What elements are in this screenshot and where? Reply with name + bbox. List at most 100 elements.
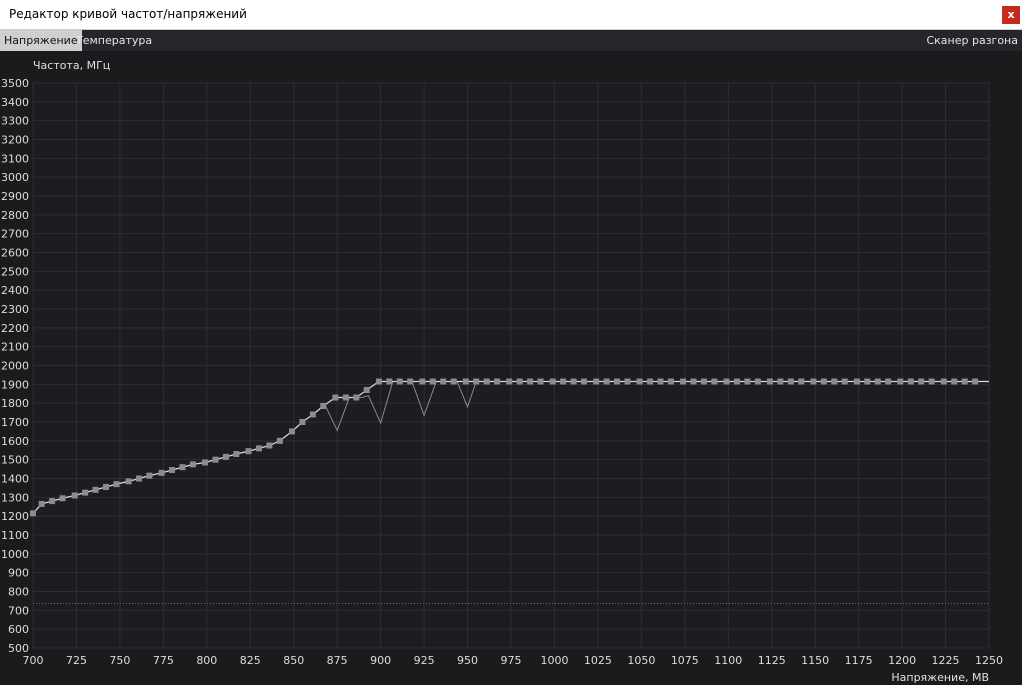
curve-point — [940, 378, 947, 385]
x-axis-title: Напряжение, МВ — [891, 671, 989, 684]
curve-point — [951, 378, 958, 385]
x-tick-label: 1125 — [758, 654, 786, 667]
curve-point — [798, 378, 805, 385]
curve-point — [527, 378, 534, 385]
curve-point — [189, 461, 196, 468]
curve-point — [179, 464, 186, 471]
curve-point — [918, 378, 925, 385]
curve-point — [700, 378, 707, 385]
curve-point — [309, 411, 316, 418]
window-titlebar: Редактор кривой частот/напряжений x — [0, 0, 1022, 30]
y-tick-label: 2600 — [1, 247, 29, 260]
curve-point — [462, 378, 469, 385]
tab-voltage[interactable]: Напряжение — [0, 30, 82, 51]
curve-point — [473, 378, 480, 385]
curve-point — [667, 378, 674, 385]
curve-point — [342, 394, 349, 401]
curve-point — [158, 469, 165, 476]
y-tick-label: 1000 — [1, 548, 29, 561]
x-tick-label: 1175 — [845, 654, 873, 667]
curve-point — [506, 378, 513, 385]
y-tick-label: 1900 — [1, 378, 29, 391]
curve-point — [897, 378, 904, 385]
curve-point — [744, 378, 751, 385]
y-tick-label: 2000 — [1, 360, 29, 373]
x-tick-label: 950 — [457, 654, 478, 667]
curve-point — [874, 378, 881, 385]
curve-point — [549, 378, 556, 385]
curve-point — [777, 378, 784, 385]
curve-point — [907, 378, 914, 385]
curve-point — [59, 495, 66, 502]
curve-point — [603, 378, 610, 385]
y-tick-label: 3000 — [1, 171, 29, 184]
curve-point — [38, 500, 45, 507]
curve-point — [864, 378, 871, 385]
curve-point — [136, 475, 143, 482]
close-button[interactable]: x — [1002, 6, 1020, 24]
curve-point — [560, 378, 567, 385]
x-tick-label: 1025 — [584, 654, 612, 667]
y-tick-label: 3200 — [1, 134, 29, 147]
y-tick-label: 800 — [8, 586, 29, 599]
vf-curve-chart[interactable]: 500 600 700 800 900 1000 1100 1200 1300 1400 1500 1… — [0, 51, 1022, 685]
x-tick-label: 900 — [370, 654, 391, 667]
curve-point — [202, 459, 209, 466]
curve-point — [212, 456, 219, 463]
curve-point — [266, 442, 273, 449]
curve-point — [820, 378, 827, 385]
curve-point — [711, 378, 718, 385]
curve-point — [885, 378, 892, 385]
curve-point — [353, 394, 360, 401]
tab-temperature[interactable]: Температура — [76, 34, 153, 47]
curve-point — [647, 378, 654, 385]
window-title: Редактор кривой частот/напряжений — [9, 7, 247, 21]
x-tick-label: 1200 — [888, 654, 916, 667]
curve-point — [49, 498, 56, 505]
curve-point — [332, 394, 339, 401]
curve-point — [103, 483, 110, 490]
curve-point — [299, 419, 306, 425]
y-tick-label: 1600 — [1, 435, 29, 448]
curve-point — [255, 445, 262, 452]
curve-point — [245, 448, 252, 455]
curve-point — [222, 453, 229, 460]
curve-point — [450, 378, 457, 385]
x-tick-label: 800 — [196, 654, 217, 667]
curve-point — [396, 378, 403, 385]
y-tick-label: 1100 — [1, 529, 29, 542]
curve-point — [723, 378, 730, 385]
curve-point — [680, 378, 687, 385]
curve-point — [928, 378, 935, 385]
curve-point — [169, 467, 176, 474]
curve-point — [386, 378, 393, 385]
curve-point — [570, 378, 577, 385]
curve-point — [71, 492, 78, 499]
x-tick-label: 1075 — [671, 654, 699, 667]
curve-point — [787, 378, 794, 385]
curve-point — [429, 378, 436, 385]
x-tick-label: 1250 — [975, 654, 1003, 667]
y-tick-label: 500 — [8, 642, 29, 655]
curve-point — [624, 378, 631, 385]
curve-point — [494, 378, 501, 385]
curve-point — [853, 378, 860, 385]
x-tick-label: 1050 — [627, 654, 655, 667]
curve-point — [581, 378, 588, 385]
y-tick-label: 2700 — [1, 228, 29, 241]
scanner-button[interactable]: Сканер разгона — [926, 34, 1018, 47]
curve-point — [288, 428, 295, 435]
curve-point — [690, 378, 697, 385]
curve-point — [841, 378, 848, 385]
curve-point — [125, 478, 132, 485]
x-tick-label: 700 — [23, 654, 44, 667]
curve-point — [483, 378, 490, 385]
curve-point — [733, 378, 740, 385]
x-tick-label: 775 — [153, 654, 174, 667]
curve-point — [810, 378, 817, 385]
x-tick-label: 725 — [66, 654, 87, 667]
y-tick-label: 700 — [8, 604, 29, 617]
x-tick-label: 1100 — [714, 654, 742, 667]
curve-point — [754, 378, 761, 385]
curve-point — [831, 378, 838, 385]
